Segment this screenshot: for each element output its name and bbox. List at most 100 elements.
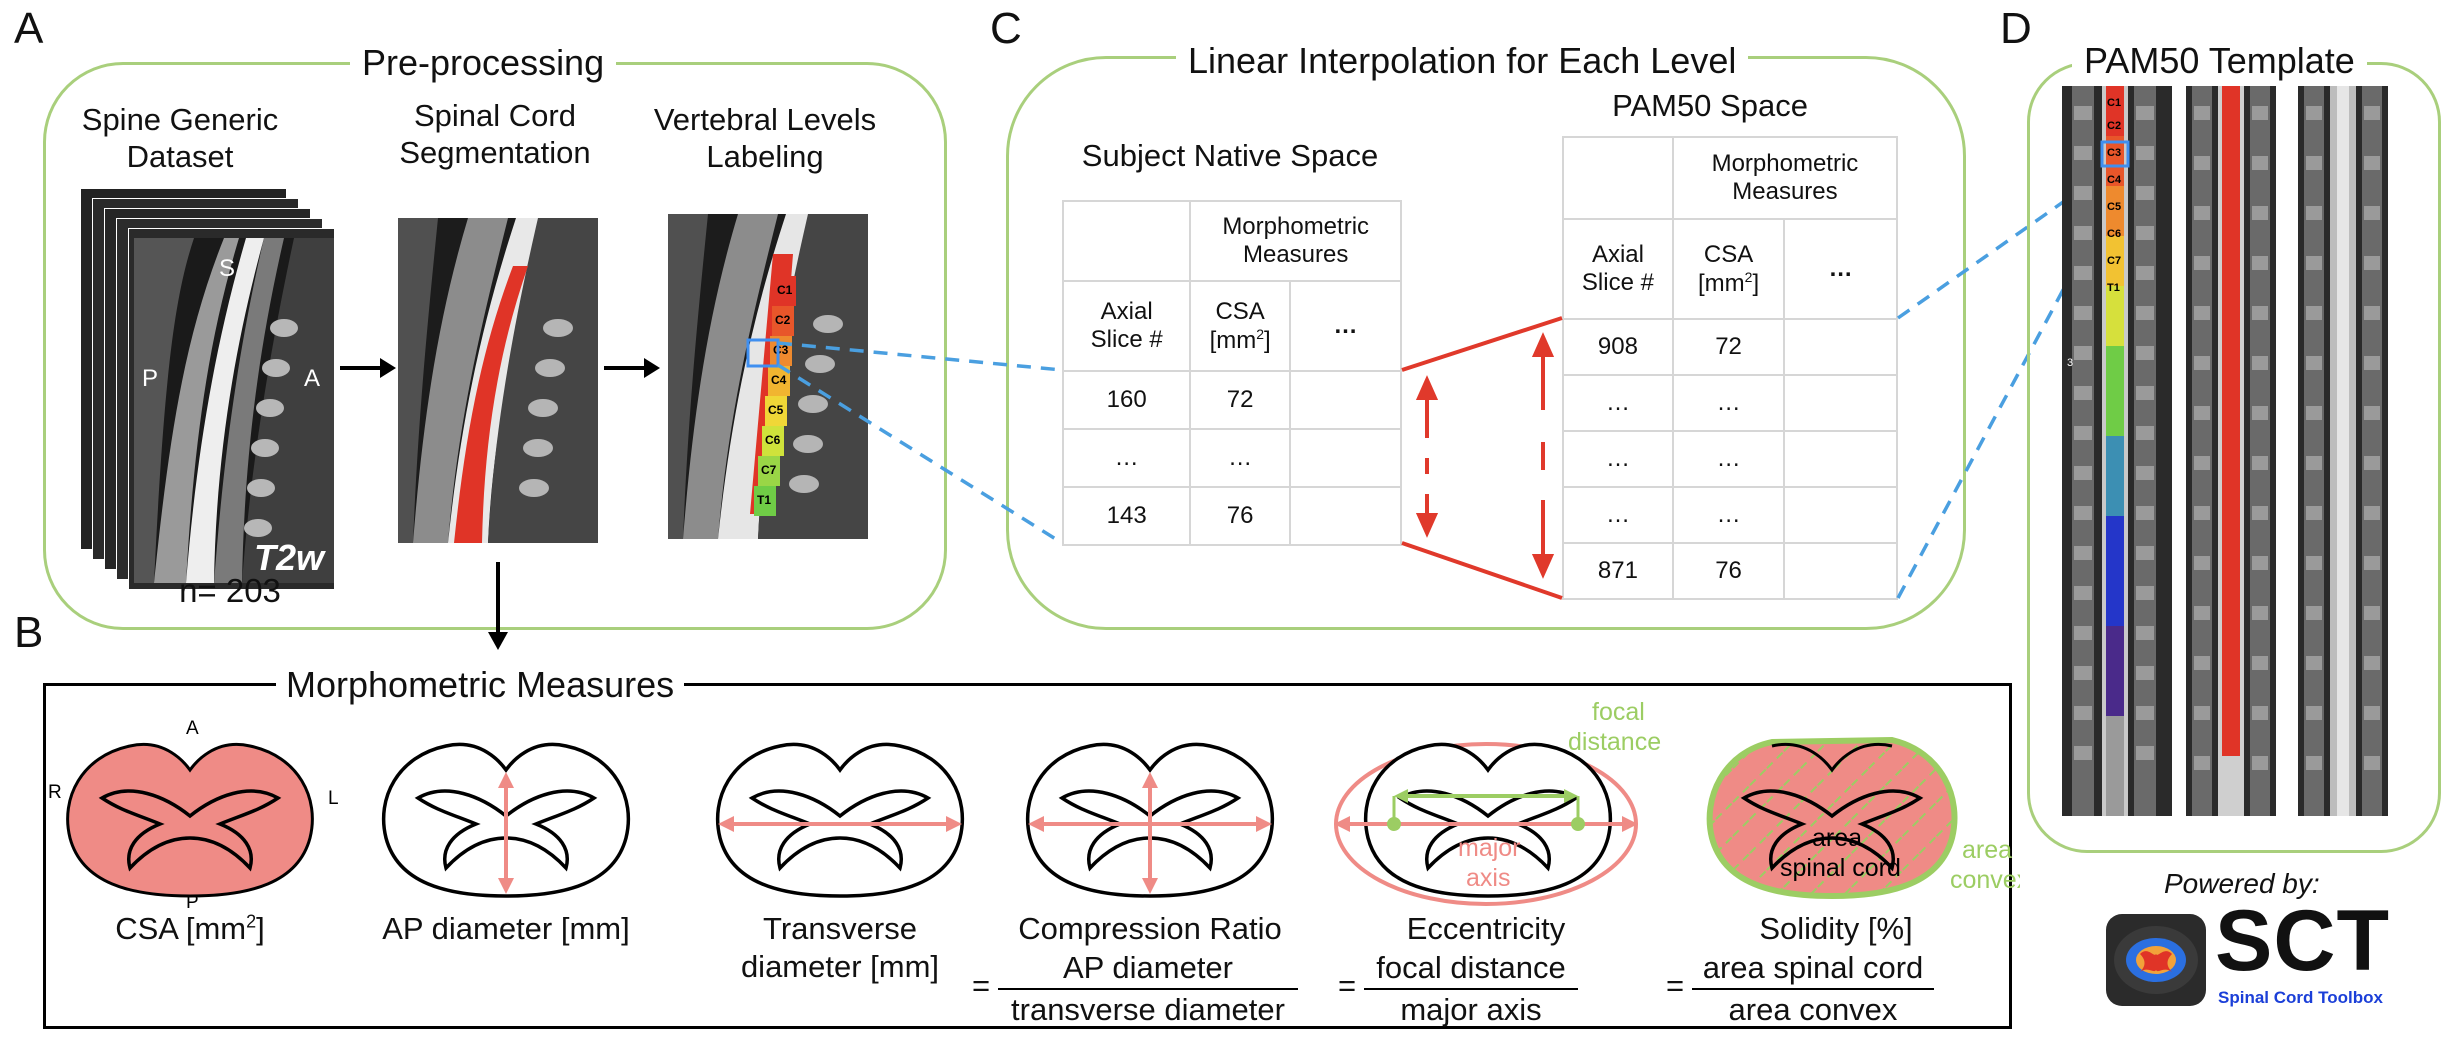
interpolation-title: Linear Interpolation for Each Level (1176, 40, 1749, 82)
powered-by-label: Powered by: (2164, 868, 2320, 899)
solidity-diagram: area spinal cord area convex (1706, 736, 2020, 900)
morphometric-measures-title: Morphometric Measures (276, 664, 685, 706)
arrow-down-to-measures (488, 562, 508, 650)
template-level-c7: C7 (2107, 255, 2121, 267)
morphometric-measures-box (43, 683, 2012, 1029)
native-interp-arrow (1415, 375, 1439, 538)
panel-letter-c: C (990, 4, 1022, 53)
native-row-1-slice: … (1061, 428, 1192, 488)
pam50-template-title: PAM50 Template (2072, 40, 2367, 82)
ap-diameter-label: AP diameter [mm] (382, 911, 630, 946)
orient-p: P (186, 892, 199, 908)
native-row-0-slice: 160 (1061, 370, 1192, 430)
native-row-2-csa: 76 (1189, 486, 1291, 546)
sct-subtitle: Spinal Cord Toolbox (2218, 988, 2383, 1007)
pam50-row-4-csa: 76 (1671, 542, 1786, 600)
native-col-slice: Axial Slice # (1061, 280, 1192, 372)
pam50-col-slice: Axial Slice # (1562, 218, 1674, 320)
native-space-table: Morphometric Measures Axial Slice # CSA [m… (1061, 200, 1403, 546)
focal-label-1: focal (1592, 700, 1645, 726)
pam50-template-image-2 (2186, 86, 2276, 816)
transverse-diameter-diagram (715, 742, 965, 898)
pam50-interp-arrow (1531, 332, 1555, 579)
major-label-1: major (1458, 834, 1521, 862)
spinal-cord-segmentation-label: Spinal Cord Segmentation (399, 98, 591, 170)
spine-generic-dataset-label: Spine Generic Dataset (81, 102, 279, 174)
orient-r: R (48, 782, 62, 803)
panel-letter-b: B (14, 608, 44, 657)
focal-label-2: distance (1568, 728, 1661, 756)
vertebral-levels-labeling-label: Vertebral Levels Labeling (653, 102, 877, 174)
solidity-equals: = (1666, 968, 1685, 1003)
segmentation-mri-image (398, 218, 598, 543)
mri-letter-p: P (142, 365, 158, 392)
sct-name: SCT (2215, 893, 2390, 989)
pam50-col-more: … (1783, 218, 1898, 320)
compression-equals: = (972, 968, 991, 1003)
labeling-mri-image: C1 C2 C3 C4 C5 C6 C7 T1 (668, 214, 868, 539)
eccentricity-equals: = (1338, 968, 1357, 1003)
template-level-c1: C1 (2107, 97, 2121, 109)
native-row-1-csa: … (1189, 428, 1291, 488)
csa-label: CSA [mm2] (115, 911, 265, 946)
pam50-row-0-csa: 72 (1671, 318, 1786, 376)
level-c7: C7 (761, 463, 777, 477)
pam50-template-image-1: C1 C2 C3 C4 C5 C6 C7 T1 3 (2062, 86, 2172, 816)
pam50-row-1-slice: … (1562, 374, 1674, 432)
ap-diameter-diagram (381, 742, 631, 898)
compression-ratio-diagram (1025, 742, 1275, 898)
eccentricity-label: Eccentricity (1406, 911, 1566, 946)
pam50-row-4-slice: 871 (1562, 542, 1674, 600)
pam50-space-title: PAM50 Space (1612, 88, 1808, 123)
level-c1: C1 (777, 283, 793, 297)
major-label-2: axis (1466, 864, 1510, 892)
template-level-c6: C6 (2107, 228, 2121, 240)
template-level-c4: C4 (2107, 174, 2122, 186)
preprocessing-title: Pre-processing (350, 42, 617, 84)
area-sc-label-2: spinal cord (1780, 854, 1901, 882)
compression-fraction: AP diameter transverse diameter (998, 950, 1298, 1028)
level-c6: C6 (765, 433, 781, 447)
area-cv-label-1: area (1962, 836, 2012, 864)
pam50-col-csa: CSA [mm2] (1671, 218, 1786, 320)
template-level-t1: T1 (2107, 282, 2120, 294)
mri-letter-s: S (219, 255, 235, 282)
template-level-c5: C5 (2107, 201, 2121, 213)
panel-letter-d: D (2000, 4, 2032, 53)
area-cv-label-2: convex (1950, 866, 2020, 894)
pam50-row-2-slice: … (1562, 430, 1674, 488)
compression-ratio-label: Compression Ratio (1018, 911, 1282, 946)
pam50-template-image-3 (2298, 86, 2388, 816)
pam50-space-table: Morphometric Measures Axial Slice # CSA [m… (1562, 136, 1899, 600)
area-sc-label-1: area (1812, 824, 1862, 852)
pam50-row-3-slice: … (1562, 486, 1674, 544)
sct-logo-icon (2106, 914, 2206, 1006)
level-c2: C2 (775, 313, 791, 327)
template-small-mark: 3 (2067, 357, 2073, 369)
native-space-title: Subject Native Space (1081, 138, 1379, 173)
t2w-mri-image: S P A T2w (134, 238, 334, 583)
level-c4: C4 (771, 373, 787, 387)
eccentricity-fraction: focal distance major axis (1364, 950, 1578, 1028)
native-header-group: Morphometric Measures (1189, 200, 1402, 282)
panel-letter-a: A (14, 4, 44, 53)
pam50-row-2-csa: … (1671, 430, 1786, 488)
template-level-c3: C3 (2107, 147, 2121, 159)
pam50-row-0-slice: 908 (1562, 318, 1674, 376)
pam50-header-group: Morphometric Measures (1671, 136, 1899, 220)
template-level-c2: C2 (2107, 120, 2121, 132)
sample-size-label: n= 203 (179, 572, 281, 609)
orient-a: A (186, 718, 199, 739)
pam50-row-1-csa: … (1671, 374, 1786, 432)
csa-diagram: A P R L (48, 718, 339, 908)
pam50-row-3-csa: … (1671, 486, 1786, 544)
orient-l: L (328, 788, 339, 809)
mri-letter-a: A (304, 365, 320, 392)
level-c5: C5 (768, 403, 784, 417)
eccentricity-diagram: focal distance major axis (1334, 700, 1661, 906)
arrow-seg-to-labeling (604, 358, 660, 378)
solidity-label: Solidity [%] (1759, 911, 1913, 946)
native-row-2-slice: 143 (1061, 486, 1192, 546)
solidity-fraction: area spinal cord area convex (1692, 950, 1934, 1028)
arrow-dataset-to-seg (340, 358, 396, 378)
